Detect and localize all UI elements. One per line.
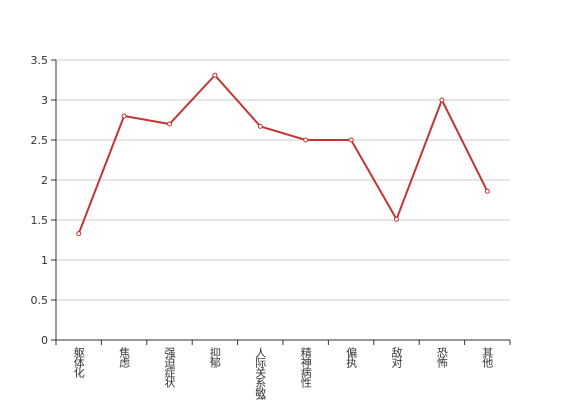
x-tick-label: 焦虑 — [118, 347, 131, 368]
x-tick-label: 偏执 — [345, 346, 358, 369]
y-tick-label: 1 — [41, 254, 48, 267]
point — [348, 137, 354, 143]
y-tick-label: 0 — [41, 334, 48, 347]
x-tick-label: 强迫症状 — [163, 347, 176, 388]
x-tick-label: 抑郁 — [208, 346, 221, 368]
line — [77, 73, 489, 234]
x-tick-label: 精神病性 — [299, 347, 312, 389]
y-tick-label: 2 — [41, 174, 48, 187]
x-tick-label: 敌对 — [390, 346, 403, 368]
y-tick-label: 1.5 — [31, 214, 49, 227]
point — [212, 72, 218, 78]
y-tick-label: 0.5 — [31, 294, 49, 307]
point — [167, 121, 172, 127]
point — [121, 113, 127, 119]
x-tick-label: 其他 — [481, 347, 494, 368]
x-tick-label: 人际关系敏感 — [254, 347, 267, 400]
point — [439, 97, 445, 103]
point — [257, 123, 263, 129]
point — [394, 216, 399, 222]
point — [484, 188, 490, 194]
point — [76, 231, 82, 237]
y-tick-label: 3.5 — [31, 54, 49, 67]
x-tick-label: 躯体化 — [72, 347, 85, 379]
x-tick-label: 恐怖 — [435, 347, 448, 368]
y-tick-label: 2.5 — [31, 134, 49, 147]
y-tick-label: 3 — [41, 94, 48, 107]
point — [303, 137, 309, 143]
